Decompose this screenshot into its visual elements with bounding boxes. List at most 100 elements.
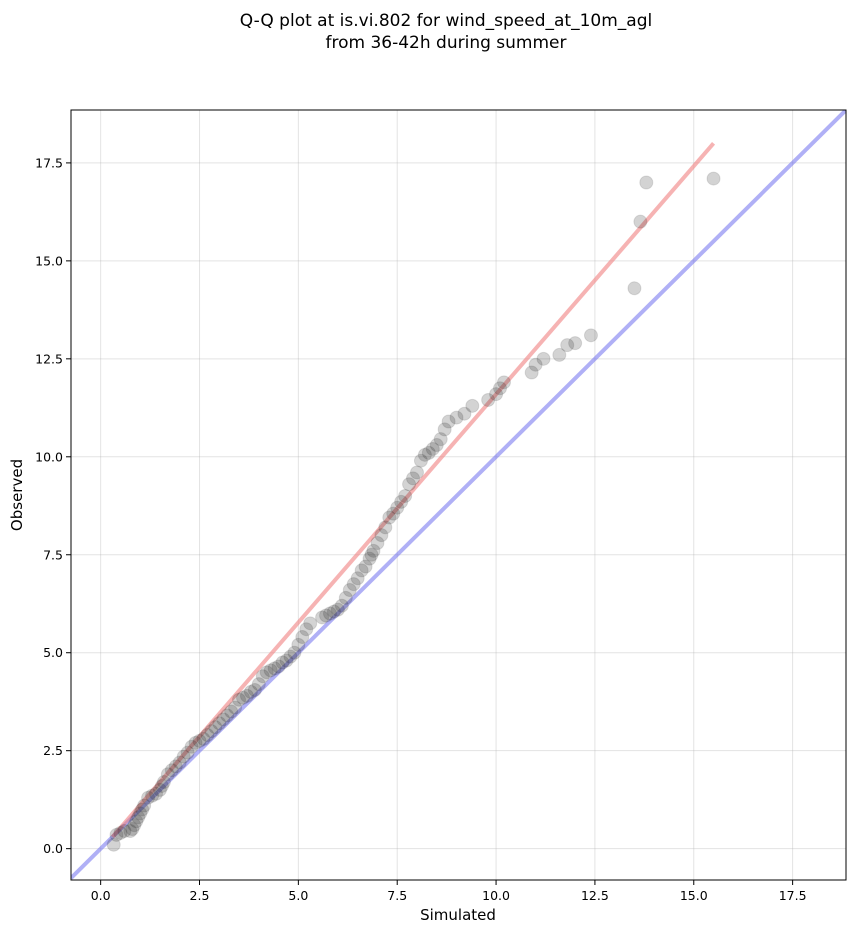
data-point: [172, 755, 187, 770]
data-point: [123, 824, 138, 839]
data-point: [267, 661, 282, 676]
data-point: [421, 445, 436, 460]
data-point: [386, 506, 401, 521]
data-point: [334, 598, 349, 613]
data-point: [429, 438, 444, 453]
data-point: [275, 655, 290, 670]
data-point: [358, 559, 373, 574]
data-point: [374, 528, 389, 543]
data-point: [394, 494, 409, 509]
x-tick-label: 15.0: [680, 888, 708, 903]
x-tick-label: 12.5: [581, 888, 609, 903]
fit-line: [111, 141, 716, 839]
data-point: [109, 827, 124, 842]
data-point: [417, 447, 432, 462]
x-tick-label: 5.0: [288, 888, 308, 903]
chart-title-line2: from 36-42h during summer: [326, 33, 567, 53]
data-point: [145, 788, 160, 803]
data-point: [208, 720, 223, 735]
data-point: [481, 392, 496, 407]
data-point: [184, 739, 199, 754]
data-point: [354, 563, 369, 578]
data-point: [251, 677, 266, 692]
data-point: [425, 441, 440, 456]
x-axis-label: Simulated: [420, 906, 496, 924]
data-point: [496, 375, 511, 390]
data-point: [390, 500, 405, 515]
data-point: [528, 357, 543, 372]
data-point: [366, 543, 381, 558]
plot-frame: [70, 109, 847, 881]
data-point: [326, 604, 341, 619]
x-tick-label: 10.0: [482, 888, 510, 903]
data-point: [180, 745, 195, 760]
data-point: [236, 690, 251, 705]
data-point: [441, 414, 456, 429]
scatter-points: [106, 171, 721, 852]
x-tick-label: 17.5: [779, 888, 807, 903]
data-point: [263, 663, 278, 678]
data-point: [141, 790, 156, 805]
data-point: [552, 347, 567, 362]
data-point: [113, 825, 128, 840]
data-point: [342, 583, 357, 598]
data-point: [259, 665, 274, 680]
data-point: [639, 175, 654, 190]
data-point: [224, 704, 239, 719]
data-point: [283, 649, 298, 664]
data-point: [303, 616, 318, 631]
data-point: [243, 684, 258, 699]
data-point: [106, 837, 121, 852]
data-point: [433, 432, 448, 447]
data-point: [279, 653, 294, 668]
data-point: [378, 520, 393, 535]
data-point: [627, 281, 642, 296]
data-point: [135, 802, 150, 817]
data-point: [239, 688, 254, 703]
data-point: [338, 590, 353, 605]
data-point: [402, 477, 417, 492]
data-point: [583, 328, 598, 343]
data-point: [160, 767, 175, 782]
data-point: [291, 637, 306, 652]
x-axis-ticks: 0.0 2.5 5.0 7.5 10.0 12.5 15.0 17.5: [91, 880, 807, 903]
data-point: [382, 510, 397, 525]
data-point: [232, 692, 247, 707]
data-point: [524, 365, 539, 380]
data-point: [633, 214, 648, 229]
data-point: [413, 453, 428, 468]
data-point: [247, 682, 262, 697]
data-point: [127, 818, 142, 833]
data-point: [370, 536, 385, 551]
data-point: [255, 669, 270, 684]
data-point: [437, 422, 452, 437]
data-point: [133, 806, 148, 821]
y-tick-label: 10.0: [35, 449, 63, 464]
data-point: [465, 398, 480, 413]
y-tick-label: 7.5: [43, 547, 63, 562]
data-point: [493, 381, 508, 396]
data-point: [322, 606, 337, 621]
data-point: [536, 351, 551, 366]
data-point: [216, 712, 231, 727]
identity-line: [71, 110, 846, 880]
data-point: [409, 465, 424, 480]
data-point: [176, 749, 191, 764]
x-tick-label: 2.5: [190, 888, 210, 903]
data-point: [364, 547, 379, 562]
data-point: [406, 471, 421, 486]
data-point: [299, 622, 314, 637]
y-tick-label: 2.5: [43, 743, 63, 758]
data-point: [449, 410, 464, 425]
y-axis-ticks: 0.0 2.5 5.0 7.5 10.0 12.5 15.0 17.5: [35, 155, 71, 856]
data-point: [168, 759, 183, 774]
data-point: [125, 822, 140, 837]
data-point: [154, 778, 169, 793]
data-point: [228, 700, 243, 715]
y-axis-label: Observed: [8, 459, 26, 531]
y-tick-label: 5.0: [43, 645, 63, 660]
data-point: [568, 336, 583, 351]
data-point: [200, 728, 215, 743]
data-point: [457, 406, 472, 421]
